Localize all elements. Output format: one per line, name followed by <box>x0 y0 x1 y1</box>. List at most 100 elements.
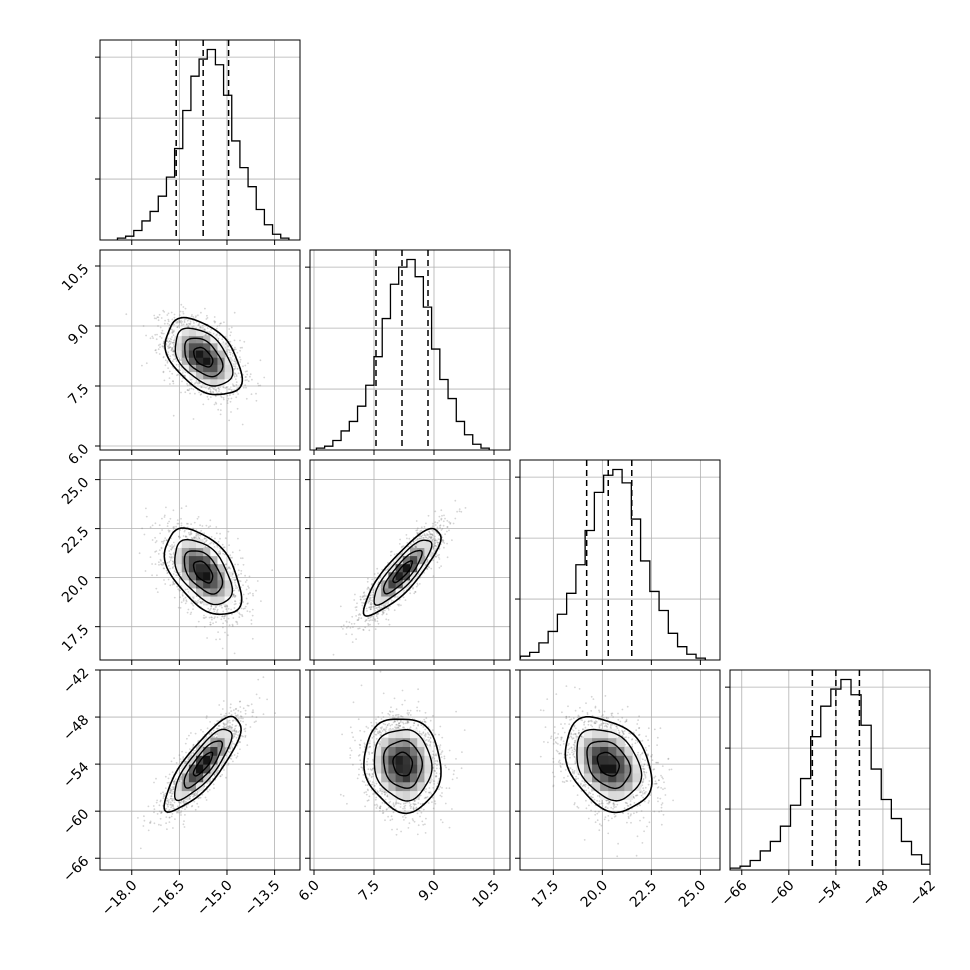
sample-point <box>225 608 228 611</box>
sample-point <box>210 541 213 544</box>
sample-point <box>216 610 219 612</box>
density-bins <box>174 328 233 387</box>
sample-point <box>228 544 231 547</box>
sample-point <box>222 552 225 555</box>
sample-point <box>173 350 175 353</box>
sample-point <box>234 594 237 597</box>
sample-point <box>160 559 162 562</box>
sample-point <box>182 323 185 326</box>
sample-point <box>170 338 173 341</box>
sample-point <box>214 606 217 608</box>
sample-point <box>141 527 144 530</box>
sample-point <box>172 527 175 530</box>
sample-point <box>233 578 235 581</box>
sample-point <box>357 618 360 621</box>
sample-point <box>216 608 219 611</box>
sample-point <box>176 522 179 525</box>
sample-point <box>362 592 365 594</box>
sample-point <box>205 616 207 619</box>
sample-point <box>191 527 194 530</box>
sample-point <box>382 612 385 615</box>
sample-point <box>232 593 235 596</box>
sample-point <box>159 558 162 561</box>
sample-point <box>237 537 239 540</box>
y-tick-label: 22.5 <box>59 524 92 557</box>
sample-point <box>221 647 224 650</box>
sample-point <box>226 605 229 608</box>
sample-point <box>244 364 247 367</box>
sample-point <box>218 550 221 552</box>
density-bin <box>196 350 204 358</box>
sample-point <box>154 522 157 525</box>
sample-point <box>232 593 235 595</box>
sample-point <box>431 533 434 536</box>
density-bin <box>174 555 183 565</box>
sample-point <box>374 609 377 612</box>
sample-point <box>172 350 175 353</box>
contour-line <box>164 316 244 396</box>
sample-point <box>371 578 374 581</box>
sample-point <box>175 360 178 362</box>
sample-point <box>440 517 443 520</box>
sample-point <box>235 375 238 378</box>
sample-point <box>271 569 274 571</box>
sample-point <box>437 541 440 544</box>
sample-point <box>241 346 244 349</box>
sample-point <box>439 526 441 529</box>
sample-point <box>242 593 245 596</box>
sample-point <box>358 627 361 630</box>
sample-point <box>192 527 195 530</box>
sample-point <box>235 620 238 623</box>
sample-point <box>391 599 393 602</box>
sample-point <box>168 529 171 532</box>
sample-point <box>381 606 383 609</box>
sample-point <box>442 541 444 543</box>
density-bin <box>188 555 197 565</box>
sample-point <box>420 526 423 529</box>
sample-point <box>236 367 239 370</box>
sample-point <box>154 333 157 336</box>
sample-point <box>143 533 146 536</box>
sample-point <box>223 617 226 620</box>
sample-point <box>364 626 367 629</box>
sample-point <box>249 592 252 594</box>
sample-point <box>239 358 242 361</box>
sample-point <box>192 325 195 327</box>
sample-point <box>372 596 374 599</box>
sample-point <box>423 526 426 528</box>
sample-point <box>159 335 162 338</box>
y-tick-label: 7.5 <box>65 381 92 408</box>
sample-point <box>436 541 439 544</box>
sample-point <box>202 403 205 406</box>
sample-point <box>194 392 196 395</box>
sample-point <box>199 524 202 527</box>
sample-point <box>231 572 234 575</box>
sample-point <box>412 586 414 589</box>
sample-point <box>194 536 197 539</box>
sample-point <box>235 396 238 399</box>
sample-point <box>432 546 435 548</box>
sample-point <box>374 620 377 622</box>
sample-point <box>226 621 228 623</box>
sample-point <box>223 615 226 617</box>
sample-point <box>160 332 163 334</box>
sample-point <box>188 383 191 386</box>
sample-point <box>247 585 250 588</box>
sample-point <box>218 388 221 391</box>
sample-point <box>167 347 170 350</box>
sample-point <box>436 532 439 535</box>
sample-point <box>188 323 191 325</box>
sample-point <box>393 561 395 564</box>
sample-point <box>215 388 218 391</box>
sample-point <box>431 525 434 527</box>
sample-point <box>230 411 232 413</box>
density-bin <box>196 335 204 344</box>
sample-point <box>162 563 165 566</box>
sample-point <box>189 322 192 325</box>
sample-point <box>407 545 410 548</box>
sample-point <box>181 320 184 323</box>
sample-point <box>218 604 221 607</box>
sample-point <box>201 386 203 389</box>
sample-point <box>234 373 237 375</box>
sample-point <box>141 364 143 367</box>
